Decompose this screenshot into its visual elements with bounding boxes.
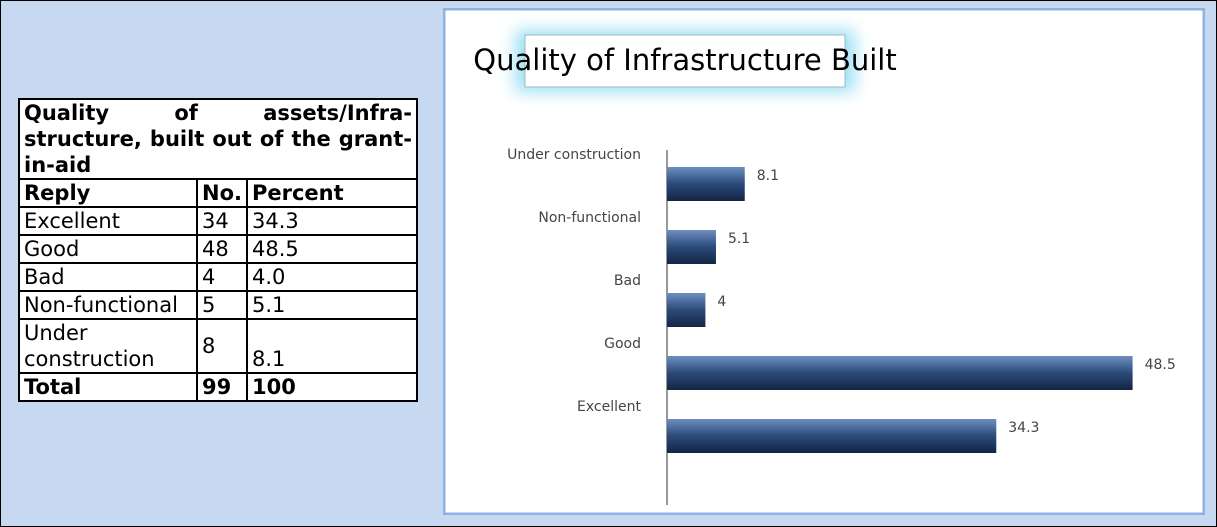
table-cell: 5.1 bbox=[245, 290, 419, 320]
value-label: 4 bbox=[717, 294, 726, 310]
table-cell: Percent bbox=[245, 178, 419, 208]
value-label: 34.3 bbox=[1008, 420, 1039, 436]
header-row: Reply No. Percent bbox=[18, 178, 419, 208]
table-cell: 100 bbox=[245, 372, 419, 402]
table-cell: No. bbox=[196, 178, 248, 208]
table-row: Good 48 48.5 bbox=[18, 234, 419, 264]
table-cell: 4 bbox=[196, 262, 248, 292]
table-cell: 48 bbox=[196, 234, 248, 264]
category-label: Excellent bbox=[577, 399, 641, 415]
category-label: Good bbox=[604, 336, 641, 352]
table-cell: 34 bbox=[196, 206, 248, 236]
table-row: Bad 4 4.0 bbox=[18, 262, 419, 292]
total-row: Total 99 100 bbox=[18, 372, 419, 402]
table-cell: 99 bbox=[196, 372, 248, 402]
table-cell: 4.0 bbox=[245, 262, 419, 292]
table-row: Non-functional 5 5.1 bbox=[18, 290, 419, 320]
chart: Quality of Infrastructure Built Under co… bbox=[443, 8, 1205, 515]
table-cell: 5 bbox=[196, 290, 248, 320]
table-cell: 8.1 bbox=[245, 318, 419, 374]
table-cell: Reply bbox=[18, 178, 198, 208]
value-label: 8.1 bbox=[757, 168, 779, 184]
table-cell: 48.5 bbox=[245, 234, 419, 264]
data-table: Quality of assets/Infra-structure, built… bbox=[18, 98, 419, 402]
table-cell: Excellent bbox=[18, 206, 198, 236]
value-label: 5.1 bbox=[728, 231, 750, 247]
category-label: Under construction bbox=[507, 147, 641, 163]
category-label: Bad bbox=[614, 273, 641, 289]
table-row: Excellent 34 34.3 bbox=[18, 206, 419, 236]
table-cell: Bad bbox=[18, 262, 198, 292]
bar bbox=[667, 419, 997, 453]
left-cell: Quality of assets/Infra-structure, built… bbox=[0, 0, 433, 527]
bar bbox=[667, 293, 706, 327]
table-row: Under construction 8 8.1 bbox=[18, 318, 419, 374]
bar bbox=[667, 356, 1133, 390]
category-label: Non-functional bbox=[538, 210, 641, 226]
table-cell: Non-functional bbox=[18, 290, 198, 320]
table-cell: Good bbox=[18, 234, 198, 264]
table-cell: 8 bbox=[196, 318, 248, 374]
value-label: 48.5 bbox=[1145, 357, 1176, 373]
table-cell: Total bbox=[18, 372, 198, 402]
table-cell: 34.3 bbox=[245, 206, 419, 236]
bar bbox=[667, 230, 716, 264]
table-title: Quality of assets/Infra-structure, built… bbox=[18, 98, 418, 180]
chart-title: Quality of Infrastructure Built bbox=[473, 43, 896, 77]
title-box bbox=[524, 34, 846, 88]
bar bbox=[667, 167, 745, 201]
table-cell: Under construction bbox=[18, 318, 198, 374]
